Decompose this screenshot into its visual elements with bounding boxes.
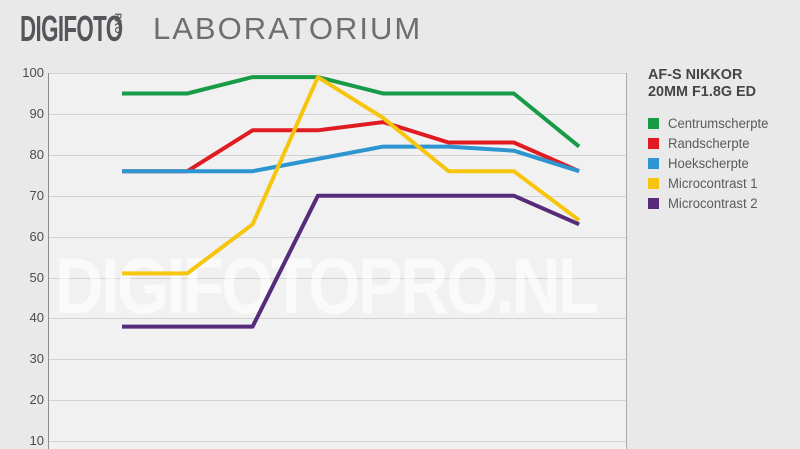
gridline: [49, 318, 626, 320]
y-tick-label: 70: [29, 187, 44, 203]
y-tick-label: 60: [29, 228, 44, 244]
legend-item-label: Microcontrast 1: [668, 175, 758, 191]
legend-swatch-icon: [648, 117, 659, 129]
legend-swatch-icon: [648, 177, 659, 189]
legend-items: Centrumscherpte Randscherpte Hoekscherpte M…: [648, 113, 798, 213]
legend-item: Microcontrast 1: [648, 173, 798, 193]
legend-title-line2: 20MM F1.8G ED: [648, 83, 757, 100]
page-title: LABORATORIUM: [153, 11, 423, 46]
series-line-randscherpte: [122, 120, 580, 174]
y-tick-label: 50: [29, 269, 44, 285]
legend-item-label: Centrumscherpte: [668, 115, 769, 131]
legend-item: Randscherpte: [648, 133, 798, 153]
legend: AF-S NIKKOR 20MM F1.8G ED Centrumscherpt…: [648, 66, 798, 213]
plot-area: [48, 73, 627, 449]
y-tick-label: 20: [29, 392, 44, 408]
watermark: DIGIFOTOPRO.NL: [55, 241, 599, 330]
legend-item: Centrumscherpte: [648, 113, 798, 133]
y-tick-label: 100: [22, 65, 44, 80]
legend-swatch-icon: [648, 137, 659, 149]
gridline: [49, 400, 626, 402]
y-tick-label: 80: [29, 146, 44, 162]
legend-item: Microcontrast 2: [648, 193, 798, 213]
legend-item-label: Hoekscherpte: [668, 155, 749, 171]
y-tick-label: 30: [29, 351, 44, 367]
legend-item-label: Microcontrast 2: [668, 195, 758, 211]
y-tick-label: 10: [29, 433, 44, 449]
gridline: [49, 359, 626, 361]
gridline: [49, 277, 626, 279]
legend-item-label: Randscherpte: [668, 135, 750, 151]
series-line-hoekscherpte: [122, 144, 580, 174]
y-tick-label: 40: [29, 310, 44, 326]
legend-title-line1: AF-S NIKKOR: [648, 66, 743, 83]
gridline: [49, 73, 626, 74]
legend-swatch-icon: [648, 157, 659, 169]
digifoto-logo: DIGIFOTO: [20, 8, 123, 49]
y-tick-label: 90: [29, 105, 44, 121]
gridline: [49, 441, 626, 443]
legend-item: Hoekscherpte: [648, 153, 798, 173]
gridline: [49, 113, 626, 115]
gridline: [49, 236, 626, 238]
series-line-microcontrast-2: [122, 193, 580, 329]
series-line-microcontrast-1: [122, 75, 581, 276]
legend-swatch-icon: [648, 197, 659, 209]
series-line-centrumscherpte: [122, 75, 581, 149]
